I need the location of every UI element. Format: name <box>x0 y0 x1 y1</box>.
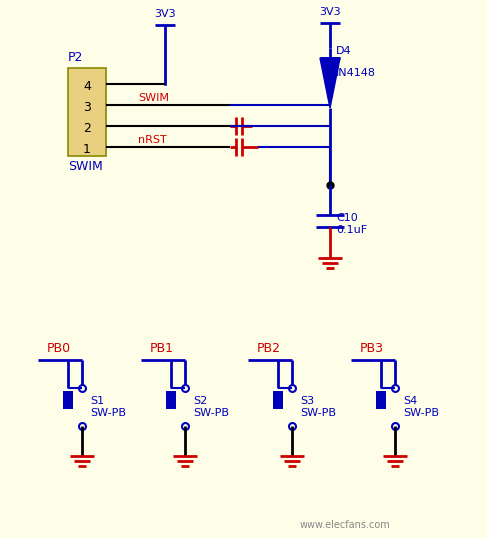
Bar <box>376 391 386 409</box>
Bar <box>166 391 176 409</box>
Text: S1: S1 <box>90 396 104 406</box>
Text: D4: D4 <box>336 46 352 56</box>
Text: 0.1uF: 0.1uF <box>336 225 367 235</box>
Text: 3V3: 3V3 <box>154 9 176 19</box>
Bar <box>68 68 106 156</box>
Text: 1: 1 <box>83 143 91 156</box>
Text: 4: 4 <box>83 80 91 93</box>
Text: nRST: nRST <box>138 135 167 145</box>
Text: SW-PB: SW-PB <box>193 408 229 418</box>
Text: PB1: PB1 <box>150 342 174 355</box>
Text: S3: S3 <box>300 396 314 406</box>
Text: P2: P2 <box>68 51 83 64</box>
Text: PB2: PB2 <box>257 342 281 355</box>
Text: S4: S4 <box>403 396 417 406</box>
Text: SWIM: SWIM <box>138 93 169 103</box>
Text: PB0: PB0 <box>47 342 71 355</box>
Text: SW-PB: SW-PB <box>300 408 336 418</box>
Text: www.elecfans.com: www.elecfans.com <box>299 520 390 530</box>
Text: SW-PB: SW-PB <box>403 408 439 418</box>
Text: 2: 2 <box>83 122 91 135</box>
Text: IN4148: IN4148 <box>336 68 376 78</box>
Text: SWIM: SWIM <box>68 160 103 173</box>
Text: S2: S2 <box>193 396 207 406</box>
Text: SW-PB: SW-PB <box>90 408 126 418</box>
Text: PB3: PB3 <box>360 342 384 355</box>
Text: 3: 3 <box>83 101 91 114</box>
Bar <box>273 391 283 409</box>
Polygon shape <box>320 58 340 108</box>
Text: C10: C10 <box>336 213 358 223</box>
Bar <box>63 391 73 409</box>
Text: 3V3: 3V3 <box>319 7 341 17</box>
